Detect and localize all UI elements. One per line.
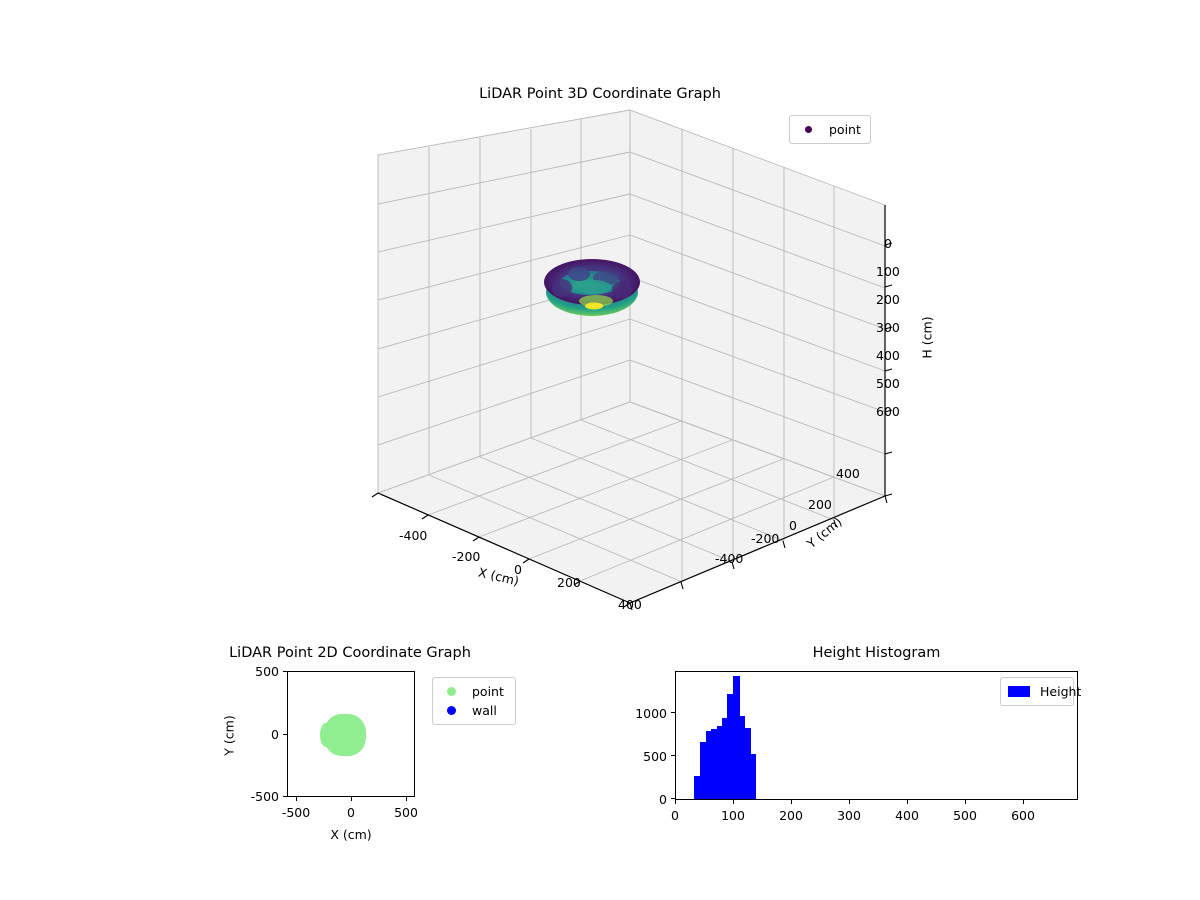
point-cloud-3d [544, 259, 640, 316]
x-tick-label: 200 [557, 575, 581, 590]
plot2d-x-tick-label: 0 [347, 805, 355, 820]
h-tick-label: 100 [876, 264, 900, 279]
hist-x-tick-label: 100 [721, 808, 745, 823]
h-tick-label: 500 [876, 376, 900, 391]
plot3d-axes[interactable] [300, 109, 920, 630]
histogram-bar [705, 731, 712, 799]
hist-x-tickmark [965, 800, 967, 804]
histogram-bar [739, 715, 745, 799]
y-tickmark [283, 671, 287, 673]
right-wall-gridlines [629, 109, 886, 582]
histogram-legend[interactable]: Height [1000, 677, 1081, 706]
legend-item: wall [440, 701, 508, 720]
histogram-bar [716, 726, 723, 799]
hist-x-tickmark [675, 800, 677, 804]
legend-item: point [440, 682, 508, 701]
hist-y-tick-label: 0 [659, 792, 667, 807]
h-tick-label: 200 [876, 292, 900, 307]
right-wall-pane [630, 110, 885, 496]
hist-x-tickmark [733, 800, 735, 804]
hist-x-tickmark [907, 800, 909, 804]
wall-marker-icon [440, 706, 462, 715]
y-tick-label: -400 [715, 551, 744, 566]
point-cluster-2d [320, 714, 366, 756]
histogram-bar [699, 742, 706, 799]
histogram-bar [750, 754, 757, 799]
hist-y-tickmark [671, 712, 675, 714]
h-axis-label: H (cm) [919, 316, 935, 359]
histogram-bar [693, 776, 701, 799]
hist-x-tickmark [791, 800, 793, 804]
x-tick-label: -200 [452, 549, 481, 564]
legend-label: point [472, 684, 504, 699]
h-tickmarks [884, 242, 893, 497]
legend-item: point [797, 120, 863, 139]
x-tickmark [296, 797, 298, 801]
plot3d-title: LiDAR Point 3D Coordinate Graph [479, 86, 721, 102]
hist-y-tick-label: 1000 [635, 706, 667, 721]
plot2d-y-tick-label: 0 [271, 727, 279, 742]
legend-item: Height [1008, 682, 1081, 701]
plot3d-spines [377, 205, 886, 604]
height-swatch-icon [1008, 686, 1030, 697]
h-tick-label: 0 [884, 236, 892, 251]
histogram-bar [710, 728, 717, 799]
hist-x-tick-label: 200 [779, 808, 803, 823]
plot2d-legend[interactable]: point wall [432, 677, 516, 725]
h-tick-label: 400 [876, 348, 900, 363]
histogram-bar [722, 718, 728, 799]
plot2d-y-tick-label: -500 [250, 789, 279, 804]
plot3d-panes [371, 109, 893, 611]
hist-x-tick-label: 600 [1011, 808, 1035, 823]
x-tickmarks [371, 492, 631, 608]
y-tickmark [283, 796, 287, 798]
histogram-title: Height Histogram [812, 645, 941, 661]
plot2d-y-tick-label: 500 [255, 664, 279, 679]
point-marker-icon [797, 126, 819, 133]
hist-y-tick-label: 500 [643, 749, 667, 764]
plot2d-axes[interactable] [287, 671, 415, 797]
y-tickmark [283, 734, 287, 736]
hist-x-tick-label: 0 [671, 808, 679, 823]
hist-x-tick-label: 400 [895, 808, 919, 823]
point-marker-icon [440, 687, 462, 696]
plot3d-legend[interactable]: point [789, 115, 871, 144]
hist-x-tickmark [849, 800, 851, 804]
plot2d-title: LiDAR Point 2D Coordinate Graph [229, 645, 471, 661]
legend-label: Height [1040, 684, 1082, 699]
histogram-bar [733, 676, 740, 799]
floor-pane [378, 402, 885, 603]
y-tick-label: 400 [836, 466, 860, 481]
h-tick-label: 300 [876, 320, 900, 335]
plot2d-x-tick-label: 500 [394, 805, 418, 820]
y-tick-label: 200 [808, 497, 832, 512]
legend-label: point [829, 122, 861, 137]
hist-x-tickmark [1023, 800, 1025, 804]
hist-y-tickmark [671, 755, 675, 757]
plot2d-x-axis-label: X (cm) [330, 827, 372, 842]
x-tickmark [406, 797, 408, 801]
x-tick-label: 0 [514, 562, 522, 577]
y-tick-label: -200 [751, 531, 780, 546]
x-tick-label: 400 [618, 597, 642, 612]
plot2d-y-axis-label: Y (cm) [221, 715, 237, 756]
y-tickmarks [629, 495, 888, 611]
hist-x-tick-label: 500 [953, 808, 977, 823]
h-tick-label: 600 [876, 404, 900, 419]
legend-label: wall [472, 703, 497, 718]
y-tick-label: 0 [789, 518, 797, 533]
histogram-bars [676, 672, 1077, 799]
histogram-bar [727, 693, 734, 799]
histogram-bar [744, 727, 751, 799]
left-wall-pane [378, 110, 630, 493]
x-tickmark [351, 797, 353, 801]
plot2d-x-tick-label: -500 [281, 805, 311, 820]
hist-x-tick-label: 300 [837, 808, 861, 823]
x-tick-label: -400 [399, 528, 428, 543]
hist-y-tickmark [671, 798, 675, 800]
